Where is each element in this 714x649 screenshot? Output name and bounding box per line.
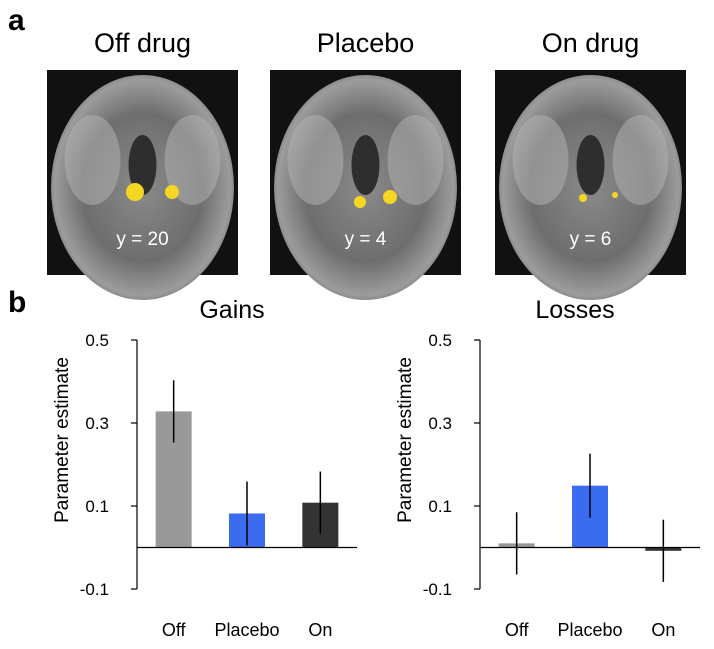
activation: [354, 196, 366, 208]
ventricle: [576, 135, 605, 195]
x-tick-label: Placebo: [214, 620, 279, 640]
y-tick-label: 0.3: [428, 414, 452, 433]
activation: [165, 185, 179, 199]
x-tick-label: Off: [162, 620, 187, 640]
y-tick-label: 0.1: [428, 497, 452, 516]
slice-label: y = 6: [570, 229, 612, 250]
panel-label: a: [8, 4, 25, 37]
cortex: [387, 115, 444, 205]
y-tick-label: 0.3: [85, 414, 109, 433]
activation: [126, 183, 144, 201]
activation: [612, 192, 618, 198]
slice-label: y = 4: [345, 229, 387, 250]
y-tick-label: 0.5: [428, 331, 452, 350]
y-tick-label: 0.1: [85, 497, 109, 516]
panel-label: b: [8, 286, 26, 319]
cortex: [512, 115, 569, 205]
image-title: Placebo: [317, 28, 415, 58]
y-tick-label: -0.1: [423, 580, 452, 599]
cortex: [64, 115, 121, 205]
y-axis-label: Parameter estimate: [52, 357, 73, 523]
image-title: Off drug: [94, 28, 191, 58]
cortex: [612, 115, 669, 205]
y-axis-label: Parameter estimate: [395, 357, 416, 523]
y-tick-label: -0.1: [80, 580, 109, 599]
y-tick-label: 0.5: [85, 331, 109, 350]
x-tick-label: Placebo: [557, 620, 622, 640]
chart-title: Gains: [199, 296, 264, 324]
slice-label: y = 20: [116, 229, 168, 250]
image-title: On drug: [542, 28, 640, 58]
x-tick-label: Off: [505, 620, 530, 640]
ventricle: [351, 135, 380, 195]
x-tick-label: On: [651, 620, 675, 640]
activation: [579, 194, 587, 202]
ventricle: [128, 135, 157, 195]
chart-title: Losses: [535, 296, 614, 324]
cortex: [164, 115, 221, 205]
x-tick-label: On: [308, 620, 332, 640]
cortex: [287, 115, 344, 205]
activation: [383, 190, 397, 204]
